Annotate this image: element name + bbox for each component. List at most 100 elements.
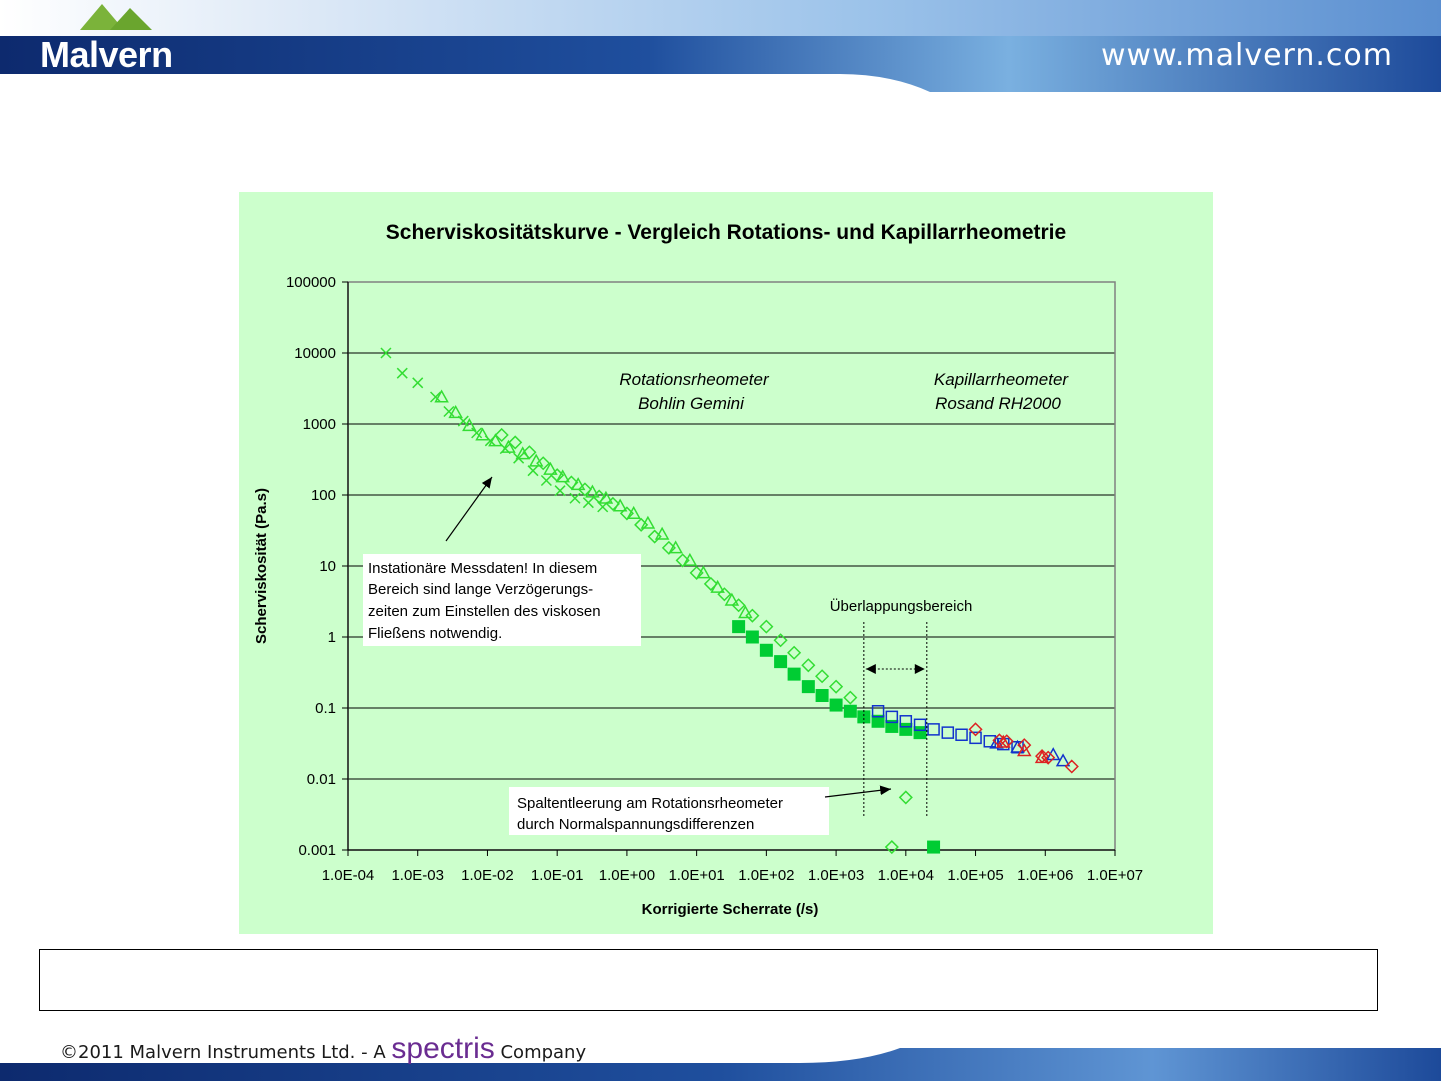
data-point-triangle: [434, 389, 449, 403]
data-point-diamond: [619, 506, 634, 521]
cross-stroke: [412, 377, 424, 389]
data-point-cross: [429, 391, 442, 403]
data-point-square-filled: [829, 698, 843, 712]
x-tick-label: 1.0E-04: [322, 867, 375, 884]
website-url[interactable]: www.malvern.com: [1101, 38, 1393, 73]
data-point-triangle: [1055, 753, 1071, 767]
y-tick-label: 0.01: [307, 771, 336, 788]
data-point-triangle: [654, 526, 670, 540]
copyright-text: ©2011 Malvern Instruments Ltd. - A spect…: [60, 1032, 586, 1066]
overlap-label: Überlappungsbereich: [830, 597, 973, 615]
data-point-triangle: [543, 461, 558, 475]
viscosity-chart: Scherviskositätskurve - Vergleich Rotati…: [239, 192, 1213, 934]
data-point-diamond: [843, 690, 858, 705]
cross-stroke: [443, 405, 455, 418]
cross-stroke: [457, 415, 469, 427]
data-point-square-filled: [927, 840, 941, 854]
data-point-cross: [569, 492, 581, 504]
data-point-diamond: [745, 608, 760, 623]
data-point-diamond: [522, 445, 537, 460]
data-point-cross: [380, 347, 392, 359]
data-point-square: [899, 715, 913, 728]
data-point-square-filled: [913, 726, 927, 740]
data-point-diamond: [536, 456, 551, 471]
header-banner: Malvern www.malvern.com: [0, 0, 1441, 92]
data-point-diamond: [508, 435, 523, 450]
data-point-cross: [540, 474, 552, 487]
x-tick-label: 1.0E-02: [461, 867, 514, 884]
x-tick-label: 1.0E-01: [531, 867, 584, 884]
x-tick-label: 1.0E+03: [808, 867, 864, 884]
data-point-diamond: [577, 482, 592, 497]
data-point-diamond: [731, 598, 746, 613]
chart-svg: Scherviskositätskurve - Vergleich Rotati…: [239, 192, 1213, 934]
note-line-3: zeiten zum Einstellen des viskosen: [368, 603, 601, 620]
data-point-square-filled: [871, 714, 885, 728]
data-point-diamond: [647, 529, 662, 544]
data-point-square-filled: [787, 667, 801, 681]
data-point-square-filled: [899, 722, 913, 736]
x-tick-label: 1.0E+06: [1017, 867, 1073, 884]
data-point-triangle: [1034, 750, 1050, 764]
data-point-diamond: [884, 840, 899, 855]
data-point-triangle: [668, 540, 683, 554]
data-point-square: [941, 726, 955, 739]
rotation-label-line1: Rotationsrheometer: [619, 370, 770, 389]
cross-stroke: [471, 427, 483, 439]
capillary-label-line2: Rosand RH2000: [935, 394, 1061, 413]
cross-stroke: [429, 391, 442, 403]
x-tick-label: 1.0E+02: [738, 867, 794, 884]
chart-title: Scherviskositätskurve - Vergleich Rotati…: [386, 221, 1066, 244]
data-point-triangle: [696, 565, 711, 579]
cross-stroke: [582, 497, 594, 509]
cross-stroke: [540, 474, 552, 487]
data-point-square-filled: [732, 620, 746, 634]
data-point-cross: [443, 405, 455, 418]
data-point-triangle: [475, 427, 490, 441]
data-point-diamond: [829, 679, 844, 694]
data-point-square-filled: [843, 704, 857, 718]
note-box-background: [363, 554, 641, 646]
brand-logo-text: Malvern: [40, 34, 173, 75]
data-point-cross: [582, 497, 594, 509]
data-point-cross: [554, 485, 566, 497]
copyright-suffix: Company: [500, 1042, 587, 1063]
data-point-square: [885, 710, 899, 724]
data-point-diamond: [1017, 738, 1032, 753]
logo-peak-left-icon: [80, 4, 124, 30]
data-point-cross: [471, 427, 483, 439]
data-point-diamond: [564, 475, 579, 490]
data-point-triangle: [996, 734, 1011, 748]
y-tick-label: 1: [328, 629, 336, 646]
data-point-diamond: [968, 722, 983, 737]
data-point-triangle: [488, 433, 503, 447]
data-point-diamond: [550, 468, 565, 483]
footer-banner: ©2011 Malvern Instruments Ltd. - A spect…: [0, 1022, 1441, 1081]
data-point-triangle: [626, 505, 641, 519]
data-point-square-filled: [774, 655, 788, 669]
gap-note-background: [509, 787, 829, 835]
cross-stroke: [396, 367, 408, 379]
gap-note-arrow: [824, 785, 892, 798]
data-point-square-filled: [801, 680, 815, 694]
data-point-triangle: [738, 605, 753, 619]
capillary-label-line1: Kapillarrheometer: [934, 370, 1070, 389]
x-tick-label: 1.0E+00: [599, 867, 655, 884]
cross-stroke: [527, 465, 539, 477]
data-point-square: [927, 723, 940, 736]
x-tick-label: 1.0E-03: [391, 867, 444, 884]
data-point-square-filled: [759, 643, 773, 657]
data-point-triangle: [682, 552, 698, 566]
x-tick-label: 1.0E+07: [1087, 867, 1143, 884]
y-tick-label: 10: [319, 558, 336, 575]
y-axis-label: Scherviskosität (Pa.s): [253, 488, 270, 644]
data-point-diamond: [773, 633, 788, 648]
data-point-diamond: [815, 669, 830, 684]
note-arrow: [445, 476, 493, 542]
data-point-diamond: [592, 489, 607, 504]
rotation-label-line2: Bohlin Gemini: [638, 394, 745, 413]
y-tick-label: 0.001: [298, 842, 336, 859]
y-tick-label: 100: [311, 487, 336, 504]
data-point-diamond: [689, 565, 704, 580]
data-point-triangle: [448, 404, 463, 419]
